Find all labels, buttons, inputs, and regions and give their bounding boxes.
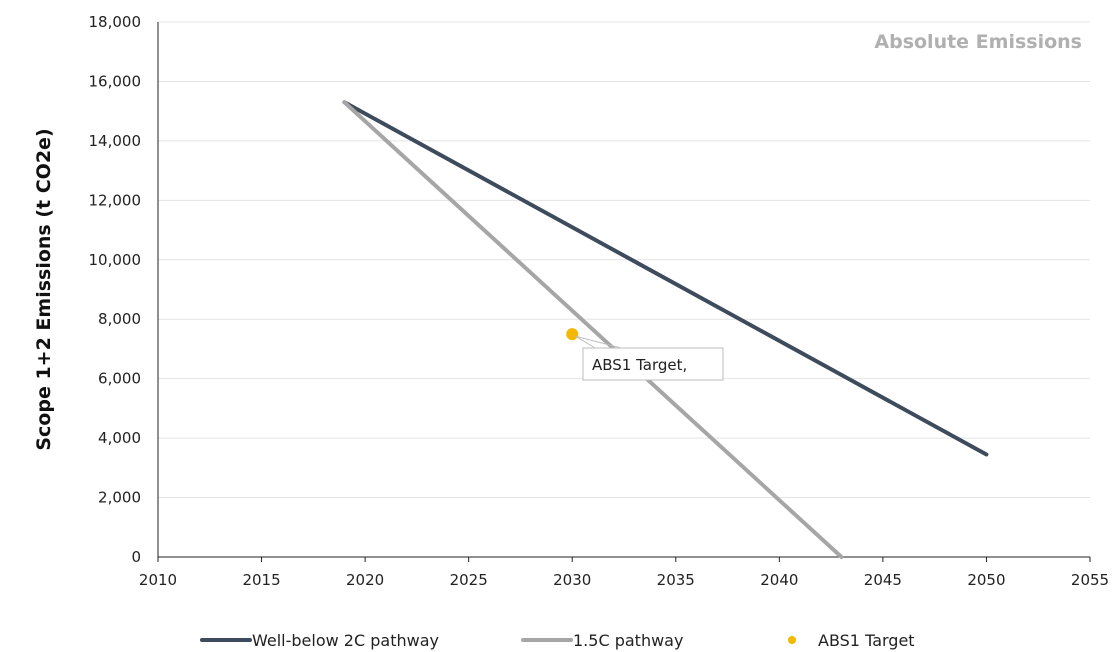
y-tick-label: 6,000 (98, 370, 141, 388)
y-tick-label: 14,000 (89, 132, 142, 150)
y-tick-label: 4,000 (98, 429, 141, 447)
x-tick-label: 2040 (760, 571, 798, 589)
x-tick-label: 2035 (657, 571, 695, 589)
legend: Well-below 2C pathway 1.5C pathway ABS1 Ta… (200, 631, 915, 650)
y-tick-label: 0 (131, 548, 141, 566)
chart-corner-label: Absolute Emissions (874, 31, 1082, 53)
x-tick-label: 2010 (139, 571, 177, 589)
callout-box (582, 347, 724, 381)
y-axis-tick-labels: 0 2,000 4,000 6,000 8,000 10,000 12,000 14,000 1… (89, 13, 142, 566)
series-layer (342, 100, 989, 559)
y-tick-label: 2,000 (98, 489, 141, 507)
y-axis-label: Scope 1+2 Emissions (t CO2e) (33, 128, 55, 450)
x-tick-label: 2015 (242, 571, 280, 589)
legend-swatch (788, 636, 796, 644)
x-tick-label: 2050 (967, 571, 1005, 589)
callout-leader-line (574, 335, 596, 349)
y-tick-label: 16,000 (89, 72, 142, 90)
target-callout: ABS1 Target, (574, 335, 724, 381)
legend-label: ABS1 Target (818, 631, 915, 650)
series-line (342, 100, 989, 457)
x-tick-label: 2025 (450, 571, 488, 589)
gridlines (158, 21, 1090, 499)
y-tick-label: 10,000 (89, 251, 142, 269)
callout-leader-line (575, 335, 622, 349)
axes (157, 22, 1091, 562)
callout-text: ABS1 Target, (592, 356, 687, 374)
x-axis-tick-labels: 2010 2015 2020 2025 2030 2035 2040 2045 2050 2055 (139, 571, 1109, 589)
series-line (342, 100, 844, 559)
y-tick-label: 8,000 (98, 310, 141, 328)
target-point (566, 328, 579, 341)
x-tick-label: 2045 (864, 571, 902, 589)
legend-label: Well-below 2C pathway (252, 631, 439, 650)
x-tick-label: 2020 (346, 571, 384, 589)
legend-label: 1.5C pathway (573, 631, 683, 650)
y-tick-label: 18,000 (89, 13, 142, 31)
y-tick-label: 12,000 (89, 191, 142, 209)
x-tick-label: 2055 (1071, 571, 1109, 589)
x-tick-label: 2030 (553, 571, 591, 589)
